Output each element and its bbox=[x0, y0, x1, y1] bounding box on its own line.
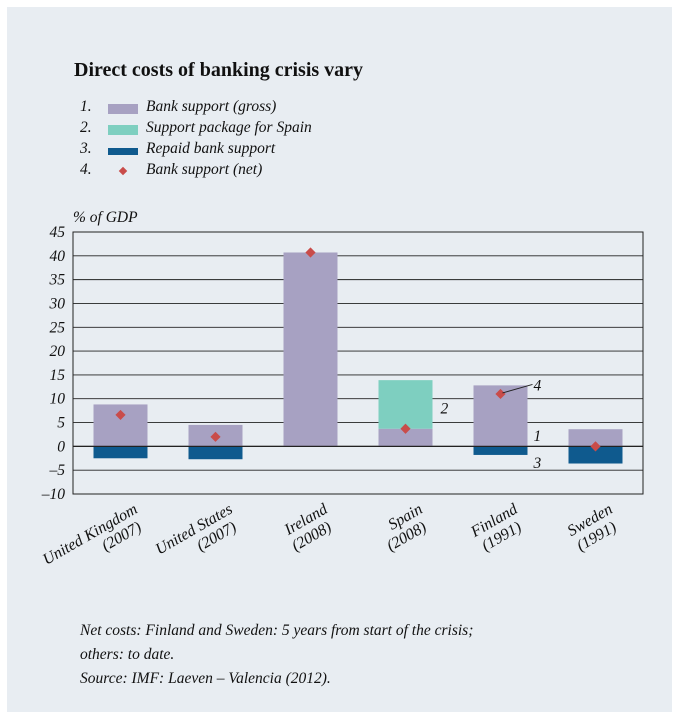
y-tick-label: 40 bbox=[50, 248, 66, 265]
footnote-line: others: to date. bbox=[80, 646, 175, 663]
legend: 1. Bank support (gross) 2. Support packa… bbox=[80, 98, 380, 182]
y-tick-label: 15 bbox=[50, 367, 66, 384]
y-tick-label: 0 bbox=[57, 438, 65, 455]
bar-repaid bbox=[188, 446, 243, 460]
legend-number: 2. bbox=[80, 119, 92, 136]
y-tick-label: 10 bbox=[50, 391, 66, 408]
legend-item-repaid: 3. Repaid bank support bbox=[80, 140, 380, 161]
bar-repaid bbox=[93, 446, 148, 459]
net-marker bbox=[400, 423, 411, 434]
y-tick-label: 25 bbox=[50, 319, 66, 336]
annotation-label: 4 bbox=[534, 377, 542, 394]
legend-label: Repaid bank support bbox=[146, 140, 276, 157]
legend-item-net: 4. Bank support (net) bbox=[80, 161, 380, 182]
y-tick-label: –5 bbox=[49, 462, 66, 479]
net-marker bbox=[210, 431, 221, 442]
annotation-label: 2 bbox=[441, 400, 449, 417]
y-axis-label: % of GDP bbox=[73, 209, 138, 226]
net-marker bbox=[495, 388, 506, 400]
source-line: Source: IMF: Laeven – Valencia (2012). bbox=[80, 670, 331, 687]
annotation-label: 1 bbox=[534, 428, 542, 445]
bar-gross bbox=[568, 429, 623, 447]
legend-swatch-repaid bbox=[108, 148, 138, 155]
chart-title: Direct costs of banking crisis vary bbox=[74, 59, 364, 81]
legend-label: Bank support (gross) bbox=[146, 98, 277, 115]
chart-panel: Direct costs of banking crisis vary 1. B… bbox=[7, 7, 672, 712]
bar-gross bbox=[378, 428, 433, 447]
y-tick-label: 20 bbox=[50, 343, 66, 360]
legend-label: Bank support (net) bbox=[146, 161, 263, 178]
annotation-label: 3 bbox=[533, 455, 542, 472]
y-tick-label: 30 bbox=[49, 295, 66, 312]
legend-label: Support package for Spain bbox=[146, 119, 312, 136]
annotation-leader bbox=[502, 383, 533, 394]
legend-number: 4. bbox=[80, 161, 92, 178]
legend-swatch-gross bbox=[108, 104, 138, 114]
legend-number: 1. bbox=[80, 98, 92, 115]
legend-number: 3. bbox=[80, 140, 92, 157]
y-tick-label: –10 bbox=[41, 486, 66, 503]
plot-frame bbox=[72, 231, 644, 495]
footnote-line: Net costs: Finland and Sweden: 5 years f… bbox=[80, 622, 474, 639]
bar-gross bbox=[283, 252, 338, 447]
bar-spain-package bbox=[378, 380, 433, 429]
legend-swatch-spain bbox=[108, 125, 138, 135]
y-tick-label: 5 bbox=[57, 415, 65, 432]
bar-repaid bbox=[568, 446, 623, 464]
net-marker bbox=[305, 247, 316, 258]
net-marker bbox=[590, 441, 601, 452]
legend-item-gross: 1. Bank support (gross) bbox=[80, 98, 380, 119]
footnote: Net costs: Finland and Sweden: 5 years f… bbox=[80, 619, 473, 691]
legend-item-spain: 2. Support package for Spain bbox=[80, 119, 380, 140]
y-tick-label: 35 bbox=[49, 272, 66, 289]
bar-repaid bbox=[473, 446, 528, 455]
y-tick-label: 45 bbox=[50, 224, 66, 241]
